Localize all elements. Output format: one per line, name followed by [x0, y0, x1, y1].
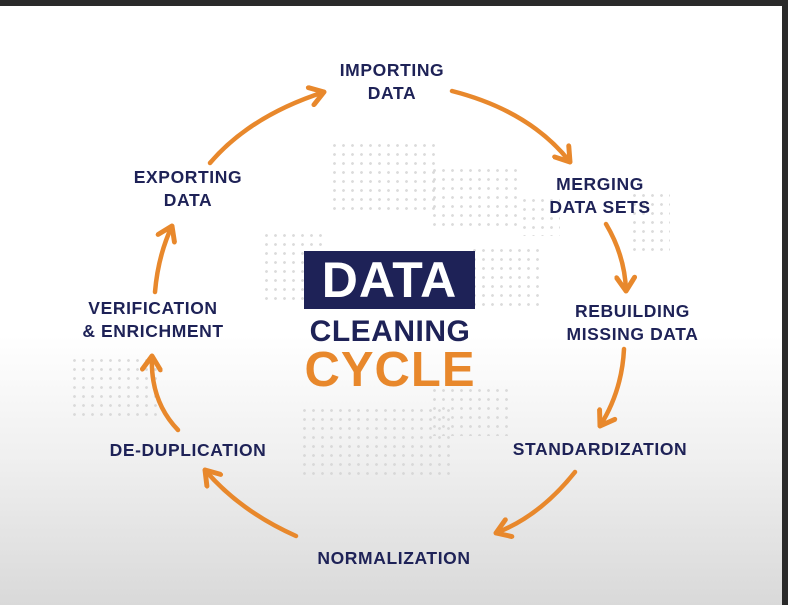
step-de-duplication: DE-DUPLICATION	[78, 439, 298, 462]
step-label-line1: EXPORTING	[133, 167, 243, 187]
step-normalization: NORMALIZATION	[284, 547, 504, 570]
arrow-merging-to-rebuilding	[603, 221, 626, 291]
center-title-data: DATA	[304, 251, 475, 309]
arrow-normalization-to-deduplication	[205, 470, 299, 539]
step-verification-enrichment: VERIFICATION & ENRICHMENT	[58, 297, 248, 343]
step-label-line1: STANDARDIZATION	[512, 439, 688, 459]
step-label-line1: NORMALIZATION	[317, 548, 471, 568]
arrow-deduplication-to-verification	[152, 356, 181, 433]
step-label-line1: IMPORTING	[339, 60, 445, 80]
arrow-standardization-to-normalization	[496, 469, 578, 533]
dot-pattern	[430, 166, 520, 226]
step-label-line1: DE-DUPLICATION	[109, 440, 267, 460]
step-standardization: STANDARDIZATION	[480, 438, 720, 461]
step-label-line2: DATA	[367, 83, 417, 103]
step-exporting-data: EXPORTING DATA	[108, 166, 268, 212]
step-rebuilding-missing-data: REBUILDING MISSING DATA	[540, 300, 725, 346]
arrow-verification-to-exporting	[152, 226, 172, 295]
dot-pattern	[300, 406, 450, 481]
step-label-line1: MERGING	[556, 174, 644, 194]
step-label-line2: & ENRICHMENT	[82, 321, 224, 341]
step-importing-data: IMPORTING DATA	[314, 59, 470, 105]
center-title-cleaning: CLEANING	[309, 315, 471, 348]
dot-pattern	[430, 386, 510, 436]
dot-pattern	[520, 196, 560, 236]
cycle-arrows	[0, 6, 782, 605]
step-label-line2: MISSING DATA	[566, 324, 699, 344]
step-label-line2: DATA	[163, 190, 213, 210]
step-label-line1: REBUILDING	[575, 301, 690, 321]
arrow-rebuilding-to-standardization	[600, 346, 627, 426]
center-title-cycle: CYCLE	[304, 343, 476, 397]
step-label-line2: DATA SETS	[549, 197, 651, 217]
arrow-importing-to-merging	[449, 88, 570, 162]
dot-pattern	[470, 246, 540, 306]
dot-pattern	[330, 141, 440, 216]
diagram-canvas: IMPORTING DATA MERGING DATA SETS REBUILD…	[0, 6, 782, 605]
arrow-exporting-to-importing	[207, 92, 324, 166]
step-label-line1: VERIFICATION	[88, 298, 218, 318]
dot-pattern	[630, 191, 670, 251]
step-merging-data-sets: MERGING DATA SETS	[520, 173, 680, 219]
